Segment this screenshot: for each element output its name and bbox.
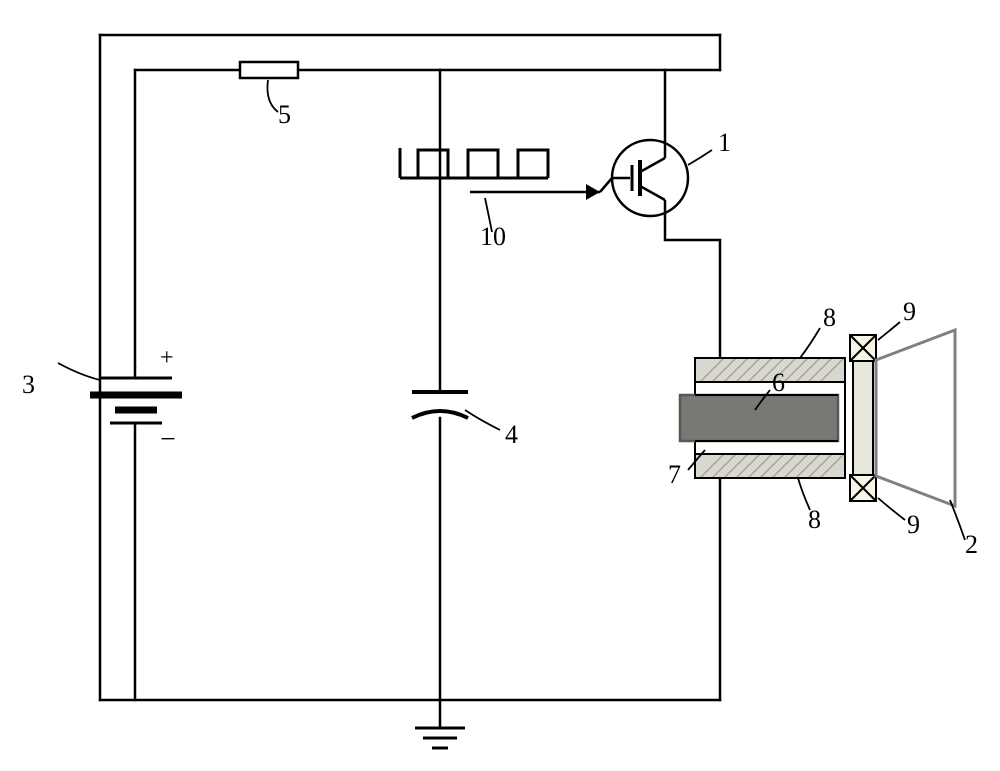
- svg-text:−: −: [160, 424, 176, 455]
- label-resistor: 5: [278, 100, 291, 130]
- resistor: [240, 62, 298, 78]
- label-transistor: 1: [718, 128, 731, 158]
- label-battery: 3: [22, 370, 35, 400]
- label-plume: 2: [965, 530, 978, 560]
- label-pulse-gen: 10: [480, 222, 506, 252]
- circuit-diagram: + −: [0, 0, 1000, 771]
- label-center-electrode: 6: [772, 368, 785, 398]
- label-capacitor: 4: [505, 420, 518, 450]
- label-tube-top: 8: [823, 303, 836, 333]
- svg-text:+: +: [160, 345, 174, 371]
- label-insulator: 7: [668, 460, 681, 490]
- transistor: [612, 140, 688, 216]
- label-tube-bottom: 8: [808, 505, 821, 535]
- label-coil-bottom: 9: [907, 510, 920, 540]
- label-coil-top: 9: [903, 297, 916, 327]
